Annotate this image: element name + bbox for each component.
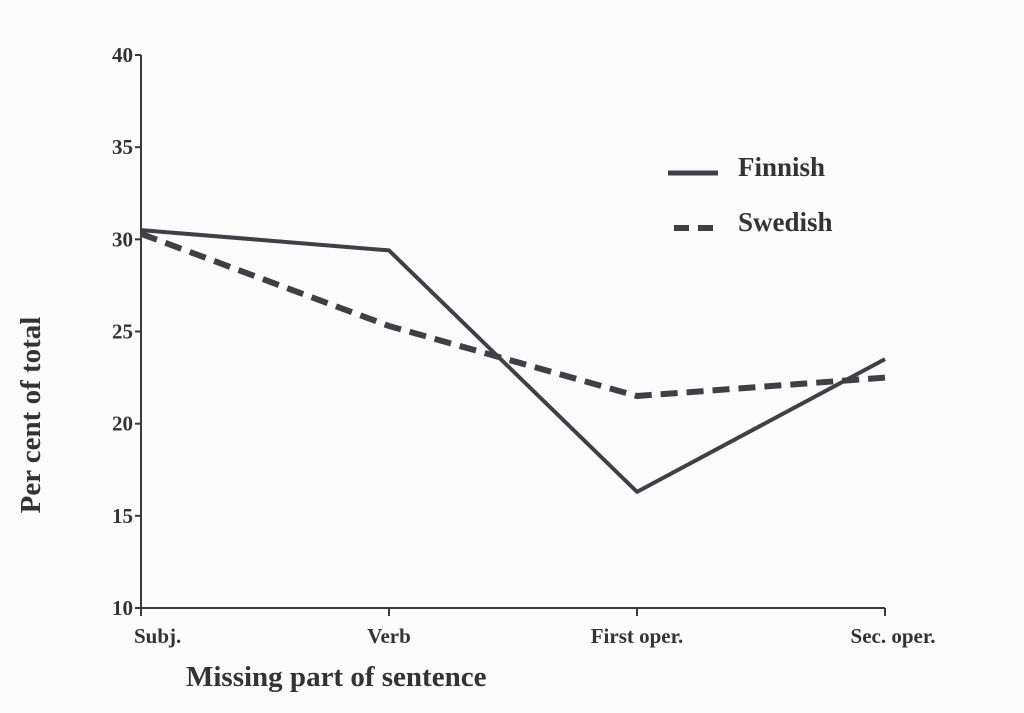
- legend-label-swedish: Swedish: [738, 207, 833, 237]
- series-lines: [139, 228, 886, 494]
- series-line-finnish: [140, 228, 886, 494]
- y-tick-label: 30: [112, 227, 133, 251]
- axes: [140, 55, 885, 609]
- x-tick-label: First oper.: [591, 624, 684, 648]
- y-tick-label: 25: [112, 320, 133, 344]
- y-tick-label: 40: [112, 43, 133, 67]
- series-line-swedish: [139, 230, 886, 400]
- y-tick-label: 20: [112, 412, 133, 436]
- legend-label-finnish: Finnish: [738, 152, 825, 182]
- x-tick-label: Sec. oper.: [851, 624, 936, 648]
- x-ticks: Subj. Verb First oper. Sec. oper.: [134, 608, 935, 648]
- x-axis-title: Missing part of sentence: [186, 661, 487, 693]
- y-axis-title: Per cent of total: [15, 317, 47, 514]
- y-tick-label: 35: [112, 135, 133, 159]
- y-tick-label: 15: [112, 504, 133, 528]
- y-ticks: 10 15 20 25 30 35 40: [112, 43, 141, 620]
- x-tick-label: Verb: [367, 624, 411, 648]
- legend: Finnish Swedish: [668, 152, 833, 237]
- x-tick-label: Subj.: [134, 624, 181, 648]
- y-tick-label: 10: [112, 596, 133, 620]
